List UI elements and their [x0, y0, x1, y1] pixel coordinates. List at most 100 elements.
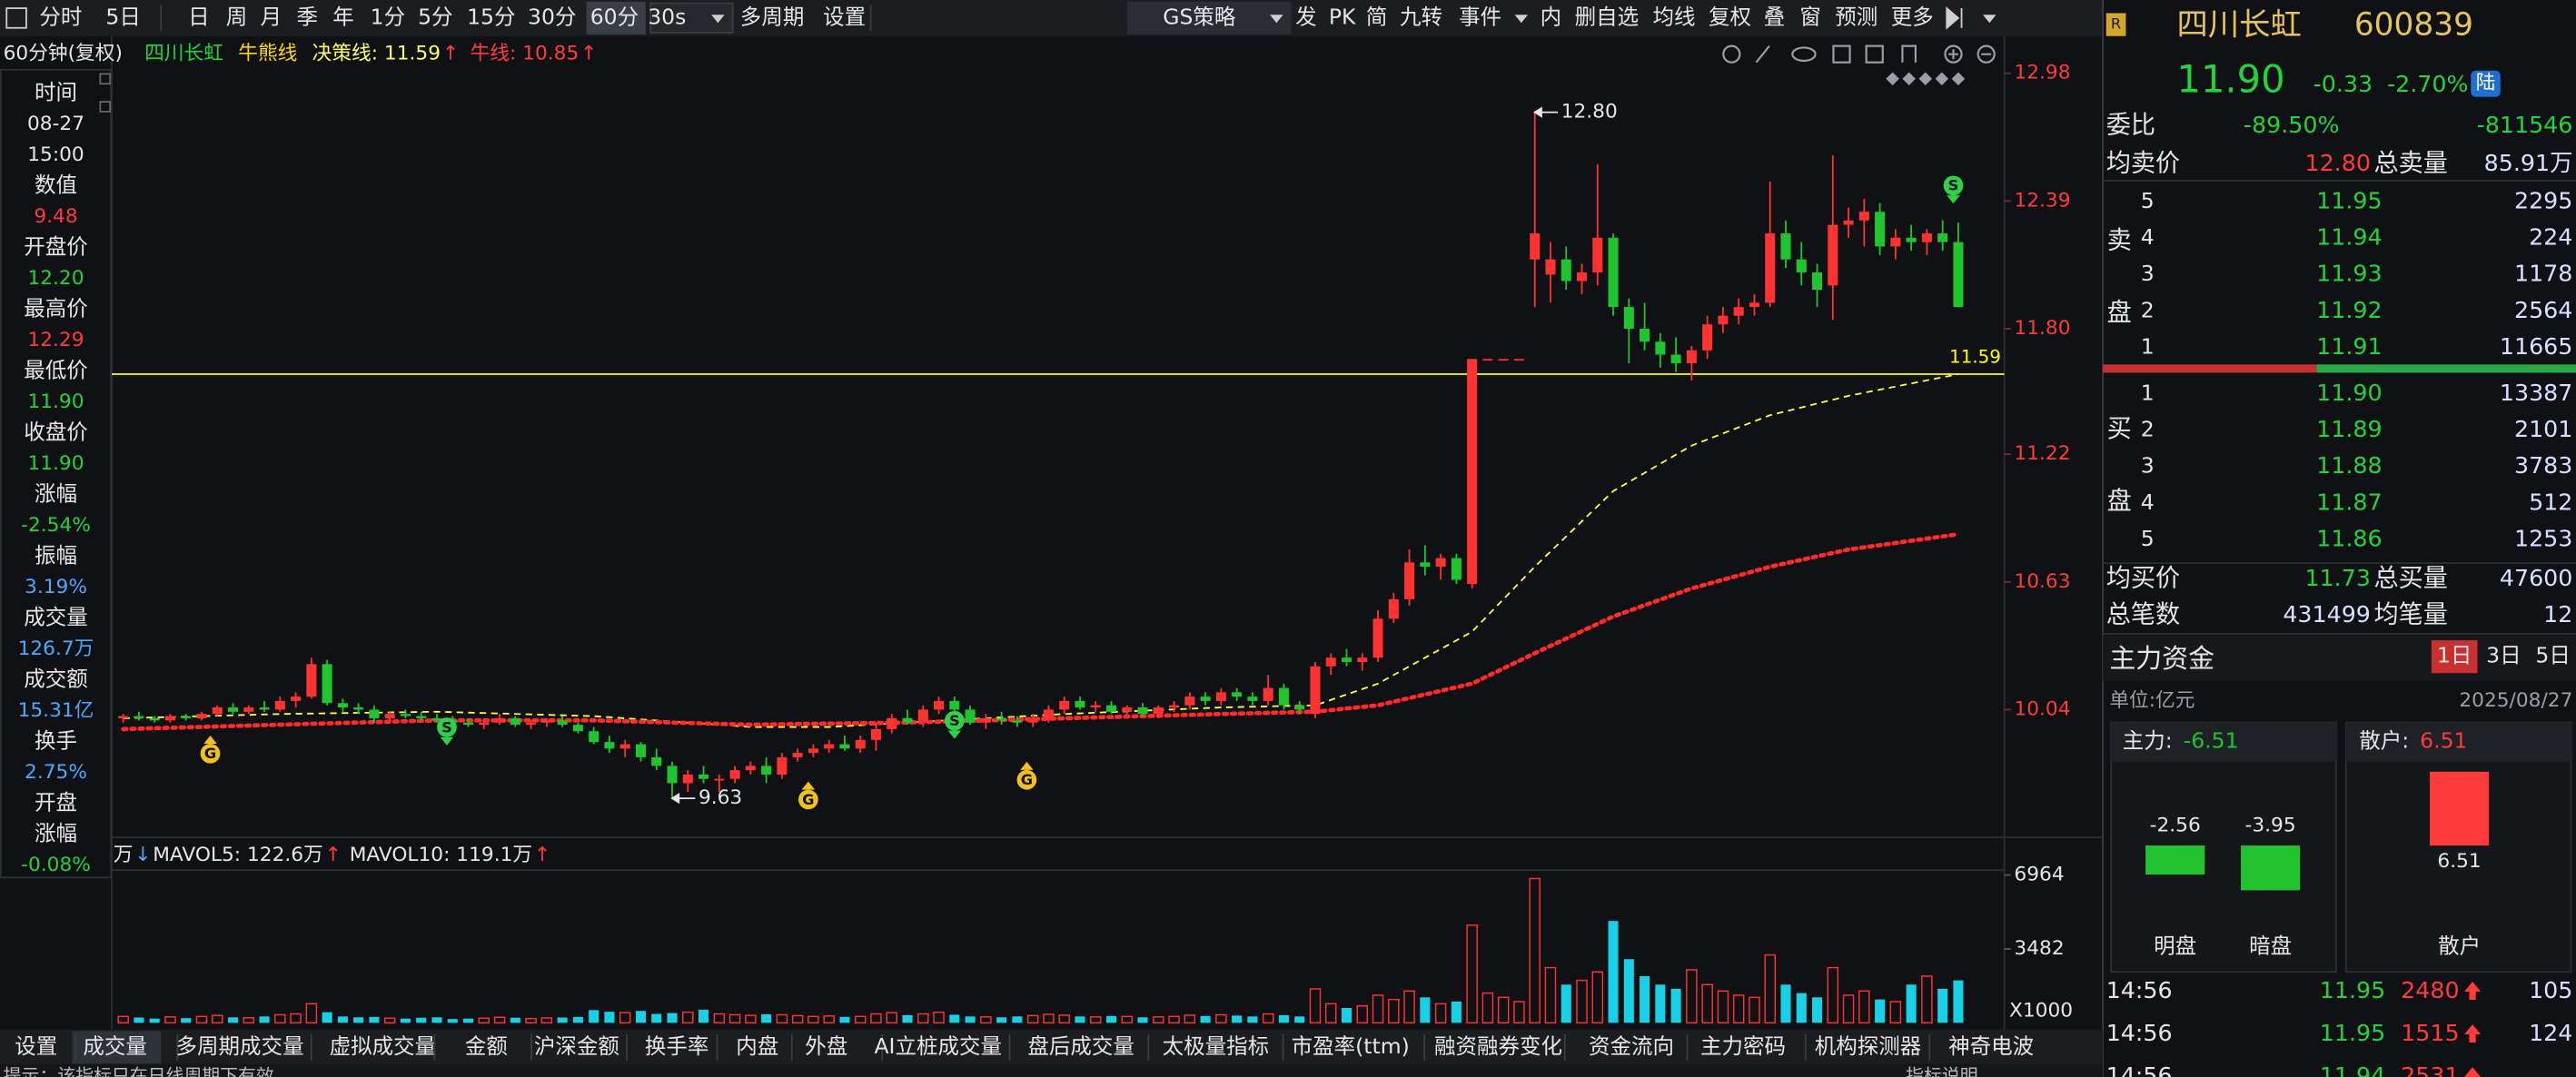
buy-signal: G — [204, 745, 216, 762]
toolbar-item[interactable]: 60分 — [590, 4, 639, 29]
toolbar-item[interactable]: 5分 — [418, 4, 452, 29]
toolbar-tool[interactable]: 预测 — [1835, 4, 1878, 29]
candle-body — [1702, 324, 1713, 351]
toolbar-item[interactable]: 设置 — [823, 4, 866, 29]
book-qty: 3783 — [2514, 452, 2572, 479]
chart-tools[interactable] — [1722, 44, 1996, 64]
strategy-button[interactable]: GS策略 — [1163, 4, 1236, 29]
toolbar-item[interactable]: 5日 — [105, 4, 140, 29]
indicator-tab[interactable]: 太极量指标 — [1163, 1033, 1270, 1059]
toolbar-item[interactable]: 月 — [261, 4, 282, 29]
candle-body — [917, 709, 928, 723]
fund-flow-tab[interactable]: 3日 — [2486, 643, 2521, 668]
toolbar-item[interactable]: 30分 — [528, 4, 576, 29]
panel-icon[interactable] — [99, 73, 112, 85]
toolbar-tool[interactable]: PK — [1329, 4, 1356, 29]
indicator-tab[interactable]: 换手率 — [645, 1033, 709, 1059]
toolbar-item[interactable]: 年 — [332, 4, 354, 29]
candle-body — [729, 770, 740, 779]
volume-bar — [713, 1013, 726, 1024]
indicator-tab[interactable]: 内盘 — [736, 1033, 778, 1059]
indicator-tab[interactable]: 主力密码 — [1700, 1033, 1786, 1059]
candle-body — [1247, 697, 1258, 701]
toolbar-tool[interactable]: 叠 — [1764, 4, 1786, 29]
toolbar-item[interactable]: 日 — [188, 4, 210, 29]
toolbar-item[interactable]: 30s — [648, 4, 686, 29]
volume-bar — [1043, 1013, 1055, 1024]
indicator-tab[interactable]: 机构探测器 — [1815, 1033, 1922, 1059]
candle-body — [1357, 657, 1368, 662]
info-value: -0.08% — [21, 854, 91, 876]
diamond-markers — [1886, 72, 1966, 86]
active-indicator-tab[interactable] — [72, 1031, 162, 1064]
indicator-tab[interactable]: 虚拟成交量 — [330, 1033, 437, 1059]
toolbar-item[interactable]: 15分 — [467, 4, 515, 29]
strategy-dropdown[interactable] — [1126, 1, 1292, 35]
fund-flow-tab[interactable]: 5日 — [2535, 643, 2570, 668]
fund-bar — [2145, 845, 2205, 875]
toolbar-item[interactable]: 周 — [226, 4, 248, 29]
indicator-tab[interactable]: 沪深金额 — [534, 1033, 619, 1059]
volume-bar — [1937, 988, 1948, 1023]
price-change-pct: -2.70% — [2387, 71, 2469, 97]
candle-body — [431, 717, 442, 721]
indicator-tab[interactable]: 成交量 — [83, 1033, 147, 1059]
candle-body — [1780, 233, 1791, 260]
book-price: 11.86 — [2316, 525, 2382, 551]
indicator-tab[interactable]: 金额 — [465, 1033, 508, 1059]
candle-body — [792, 753, 803, 757]
quote-value: 85.91万 — [2484, 150, 2573, 176]
toolbar-tool[interactable]: 删自选 — [1575, 4, 1640, 29]
quote-label: 总笔数 — [2106, 600, 2180, 628]
toolbar-item[interactable]: 1分 — [371, 4, 405, 29]
indicator-tab[interactable]: 外盘 — [805, 1033, 847, 1059]
volume-bar — [1749, 996, 1760, 1024]
toolbar-tool[interactable]: 内 — [1541, 4, 1562, 29]
volume-bar — [1889, 1001, 1902, 1024]
quote-label: 均买价 — [2106, 565, 2180, 593]
info-value: -2.54% — [21, 514, 91, 537]
volume-bar — [557, 1017, 568, 1023]
book-qty: 11665 — [2500, 333, 2573, 360]
volume-bar — [305, 1003, 318, 1024]
chart-indicator: 牛熊线 — [238, 43, 297, 65]
active-tab[interactable] — [2431, 640, 2478, 674]
toolbar-item[interactable]: 季 — [296, 4, 318, 29]
indicator-tab[interactable]: 融资融券变化 — [1434, 1033, 1562, 1059]
indicator-tab[interactable]: 市盈率(ttm) — [1292, 1033, 1410, 1059]
toolbar-tool[interactable]: 九转 — [1400, 4, 1442, 29]
candle-body — [1435, 558, 1446, 568]
volume-bar — [1215, 1013, 1227, 1024]
indicator-tab[interactable]: 设置 — [15, 1033, 57, 1059]
indicator-tab[interactable]: 多周期成交量 — [176, 1033, 304, 1059]
volume-bar — [728, 1013, 741, 1024]
volume-bar — [274, 1013, 286, 1024]
toolbar-item[interactable]: 分时 — [39, 4, 82, 29]
candle-body — [1858, 212, 1869, 221]
toolbar-tool[interactable]: 简 — [1366, 4, 1388, 29]
toolbar-tool[interactable]: 窗 — [1799, 4, 1821, 29]
toolbar-tool[interactable]: 事件 — [1459, 4, 1501, 29]
book-side-label: 卖 — [2107, 226, 2132, 254]
candle-body — [1655, 341, 1666, 355]
toolbar-tool[interactable]: 发 — [1295, 4, 1317, 29]
toolbar-tool[interactable]: 均线 — [1653, 4, 1696, 29]
legend-arrow: ↑ — [442, 43, 459, 65]
toolbar-item[interactable]: 多周期 — [740, 4, 805, 29]
indicator-tab[interactable]: AI立桩成交量 — [874, 1033, 1002, 1059]
book-price: 11.89 — [2316, 416, 2382, 442]
indicator-tab[interactable]: 盘后成交量 — [1027, 1033, 1134, 1059]
panel-icon[interactable] — [99, 101, 112, 113]
candle-body — [353, 707, 364, 710]
candle-body — [761, 766, 772, 775]
indicator-tab[interactable]: 资金流向 — [1589, 1033, 1674, 1059]
indicator-tab[interactable]: 神奇电波 — [1948, 1033, 2034, 1059]
candle-body — [1812, 272, 1823, 291]
expand-icon[interactable] — [1946, 6, 1963, 30]
toolbar-tool[interactable]: 复权 — [1709, 4, 1751, 29]
active-period[interactable] — [586, 1, 646, 35]
fund-flow-tab[interactable]: 1日 — [2437, 643, 2472, 668]
toolbar-tool[interactable]: 更多 — [1891, 4, 1934, 29]
low-arrow — [670, 792, 696, 805]
